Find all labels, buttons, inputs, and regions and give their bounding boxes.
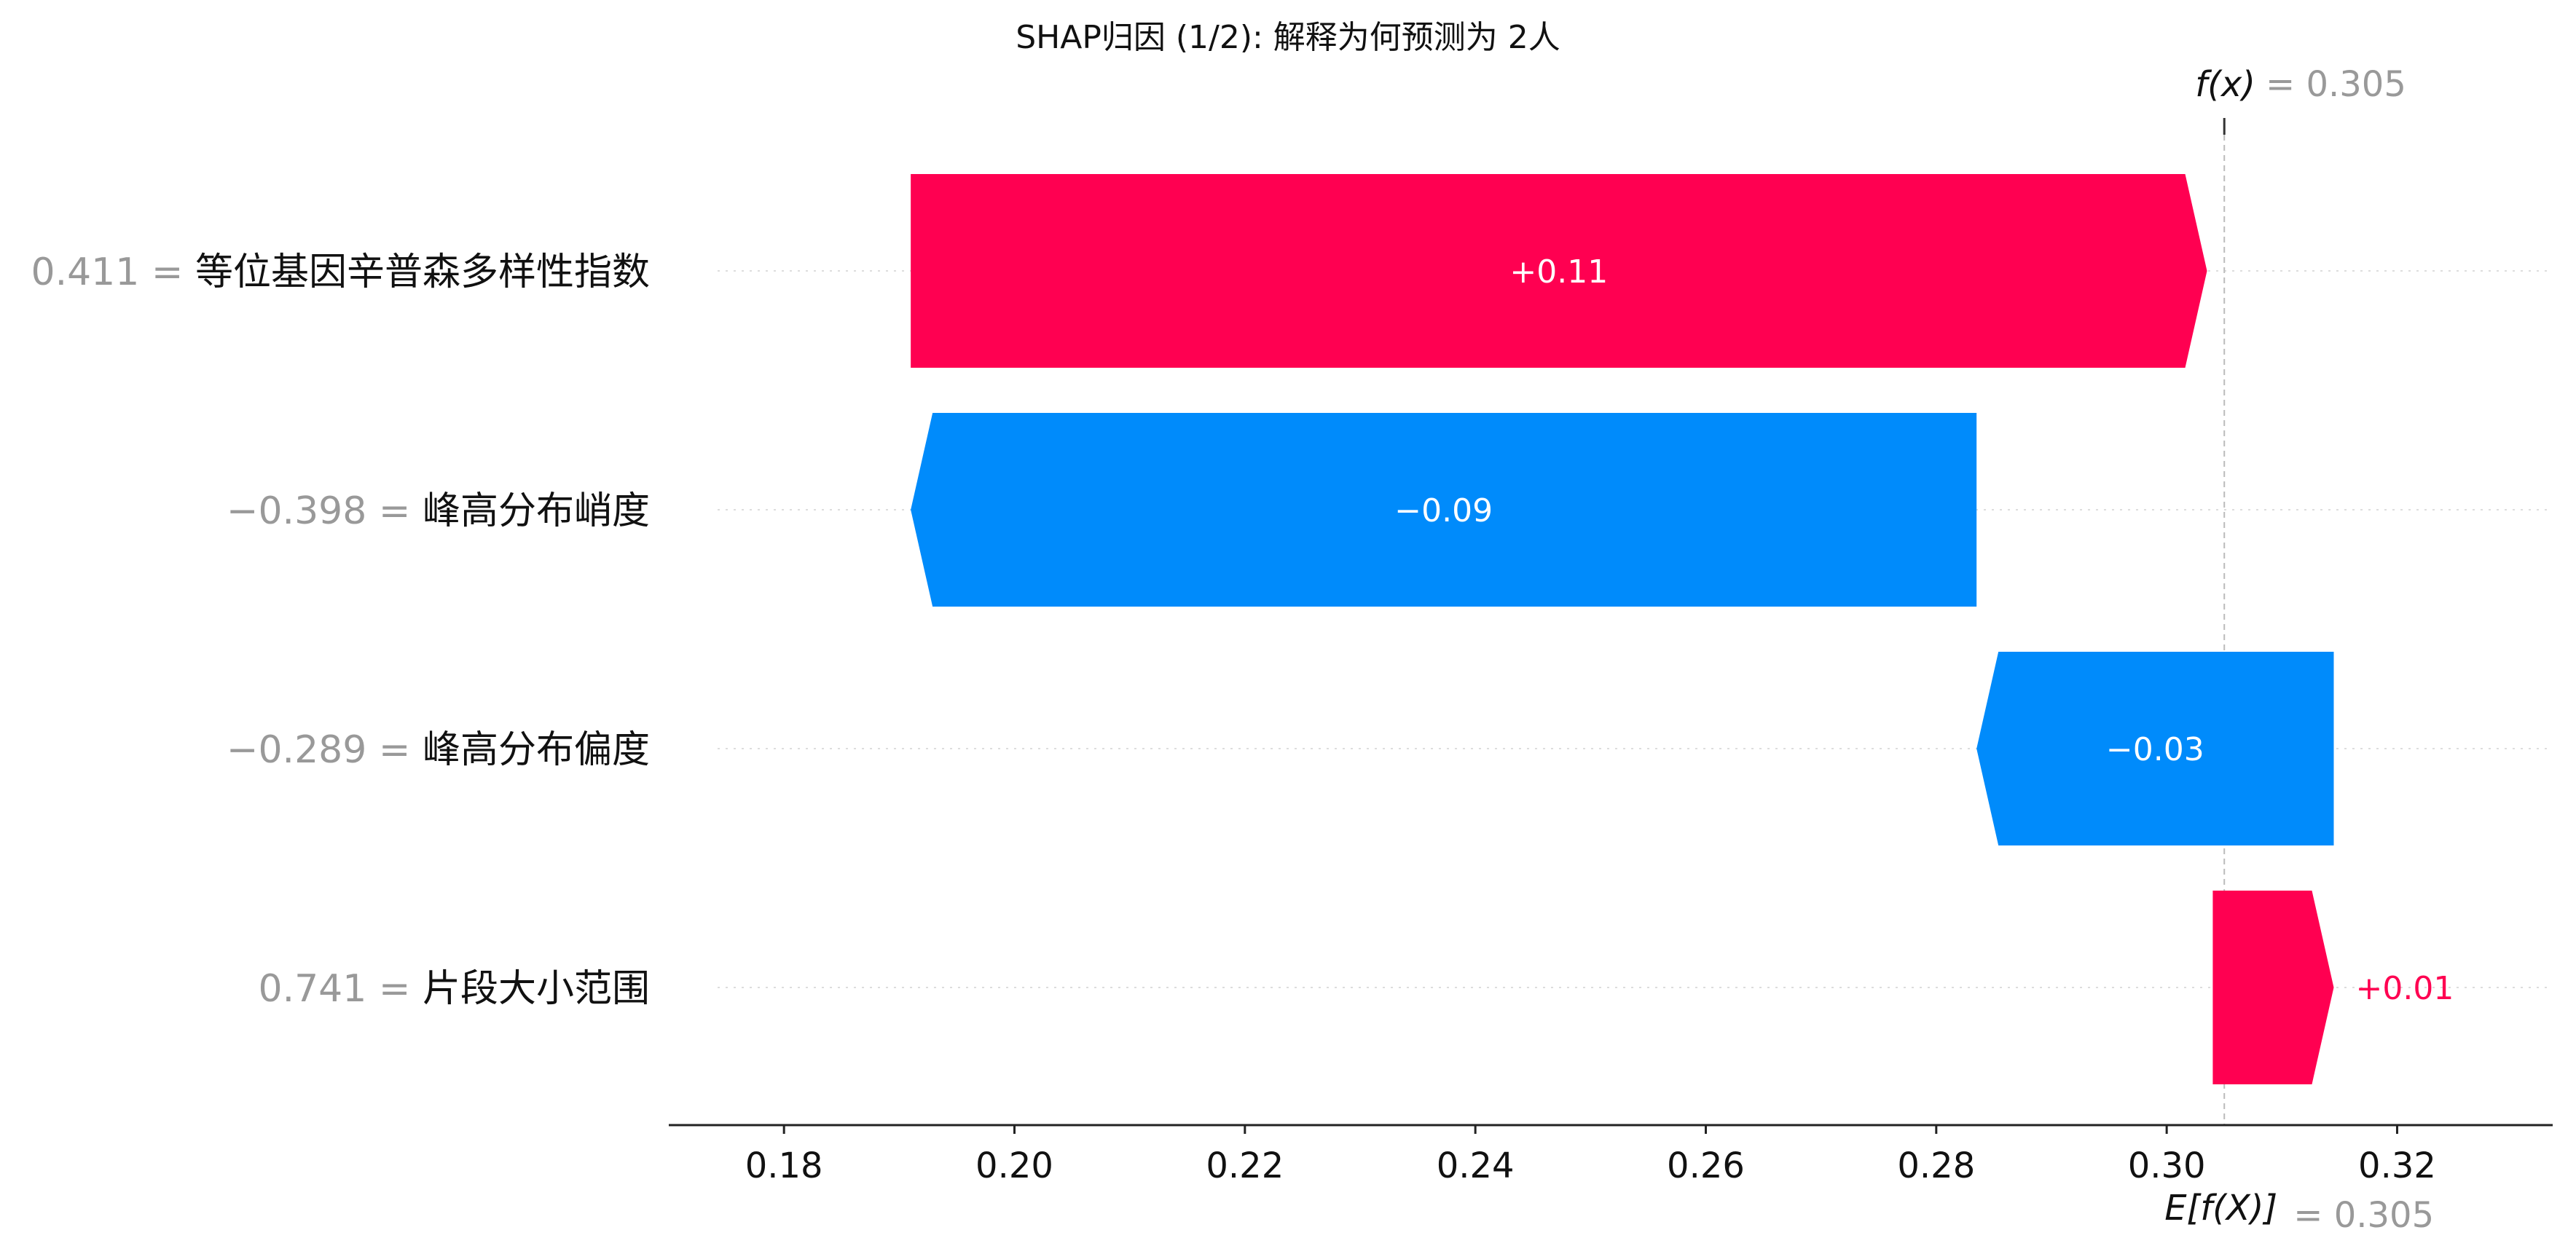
shap-bar bbox=[911, 413, 1977, 607]
chart-title: SHAP归因 (1/2): 解释为何预测为 2人 bbox=[1016, 19, 1560, 56]
x-tick-label: 0.24 bbox=[1437, 1145, 1515, 1186]
bar-value-label: +0.11 bbox=[1509, 253, 1608, 291]
shap-bar bbox=[911, 174, 2207, 368]
feature-name: 等位基因辛普森多样性指数 bbox=[195, 251, 650, 294]
ex-label: E[f(X)] bbox=[2164, 1188, 2277, 1229]
row-gridlines bbox=[718, 270, 2553, 988]
feature-value: 0.741 = bbox=[258, 967, 423, 1011]
x-tick-label: 0.26 bbox=[1667, 1145, 1745, 1186]
x-tick-label: 0.18 bbox=[745, 1145, 823, 1186]
x-tick-label: 0.28 bbox=[1897, 1145, 1975, 1186]
shap-bar bbox=[1976, 652, 2334, 845]
feature-value: 0.411 = bbox=[31, 251, 195, 294]
ex-value: = 0.305 bbox=[2293, 1195, 2434, 1236]
feature-label: 0.411 = 等位基因辛普森多样性指数 bbox=[31, 251, 650, 294]
x-tick-label: 0.30 bbox=[2128, 1145, 2206, 1186]
ex-annotation: E[f(X)] = 0.305 bbox=[2164, 1188, 2434, 1236]
fx-label: f(x) bbox=[2195, 64, 2255, 105]
x-axis: 0.18 0.20 0.22 0.24 0.26 0.28 0.30 0.32 bbox=[669, 1124, 2553, 1186]
feature-value: −0.289 = bbox=[227, 728, 423, 772]
feature-label: −0.289 = 峰高分布偏度 bbox=[227, 728, 650, 772]
shap-bar bbox=[2212, 891, 2334, 1084]
x-tick-label: 0.20 bbox=[975, 1145, 1053, 1186]
bar-value-label: −0.03 bbox=[2106, 731, 2204, 768]
fx-value: = 0.305 bbox=[2266, 64, 2406, 105]
feature-label: −0.398 = 峰高分布峭度 bbox=[227, 489, 650, 533]
feature-name: 片段大小范围 bbox=[423, 967, 650, 1011]
bar-value-label: +0.01 bbox=[2355, 970, 2454, 1007]
feature-name: 峰高分布偏度 bbox=[423, 728, 650, 772]
value-annotations: f(x) = 0.305 E[f(X)] = 0.305 bbox=[2164, 64, 2434, 1236]
feature-labels: 0.411 = 等位基因辛普森多样性指数 −0.398 = 峰高分布峭度 −0.28… bbox=[31, 251, 650, 1011]
x-tick-label: 0.32 bbox=[2358, 1145, 2436, 1186]
bar-value-label: −0.09 bbox=[1394, 492, 1493, 529]
feature-value: −0.398 = bbox=[227, 489, 423, 533]
fx-annotation: f(x) = 0.305 bbox=[2195, 64, 2406, 105]
feature-label: 0.741 = 片段大小范围 bbox=[258, 967, 650, 1011]
bars-group: +0.11 −0.09 −0.03 +0.01 bbox=[911, 174, 2454, 1084]
feature-name: 峰高分布峭度 bbox=[423, 489, 650, 533]
x-tick-label: 0.22 bbox=[1206, 1145, 1284, 1186]
